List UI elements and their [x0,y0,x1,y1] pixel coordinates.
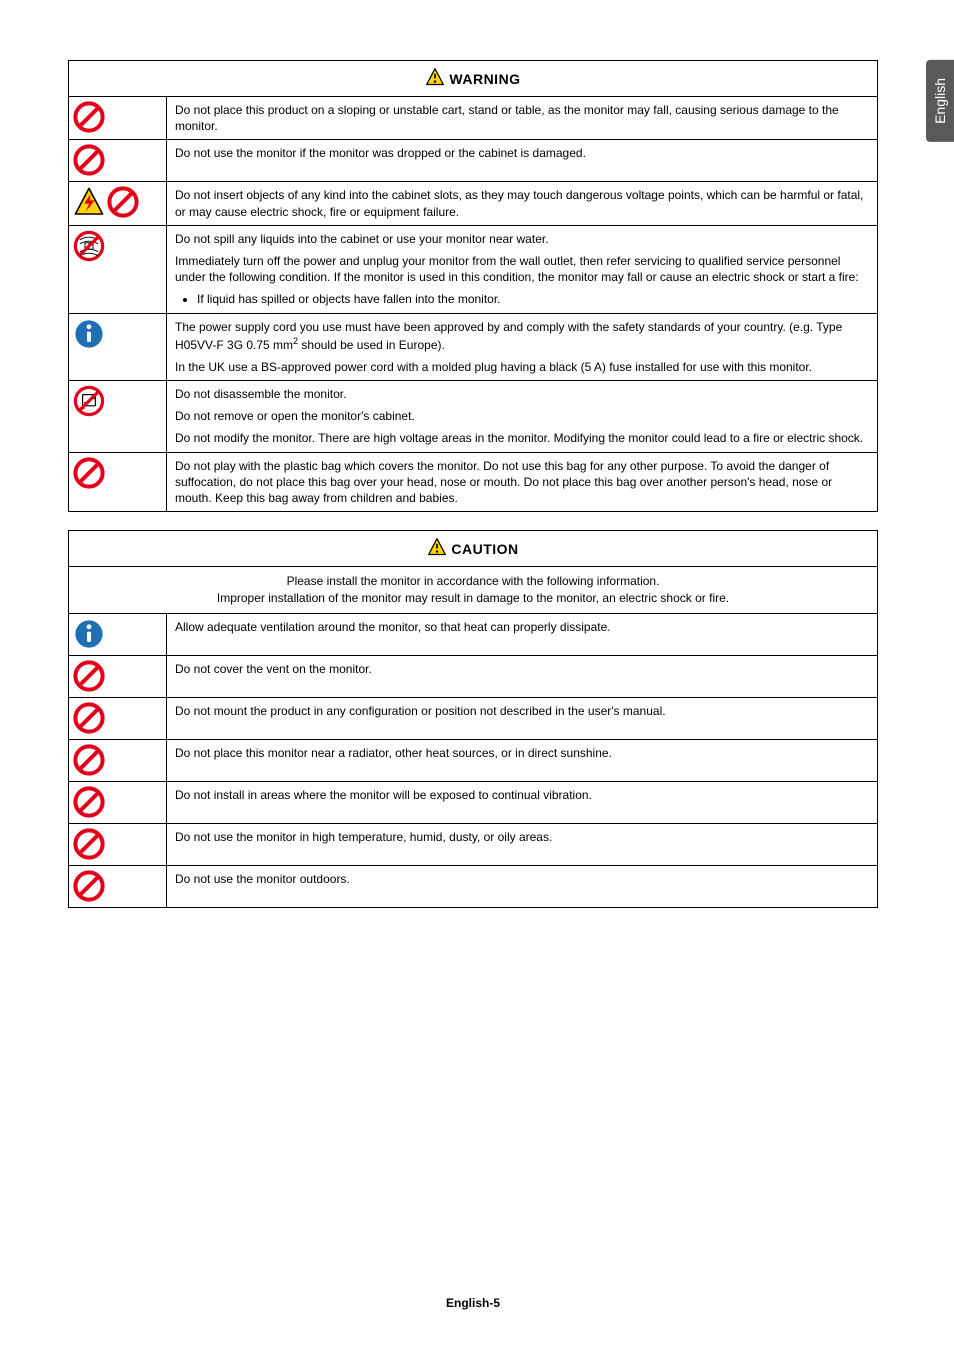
notice-icon [73,618,105,653]
notice-icon [73,318,105,353]
warning-text: Do not install in areas where the monito… [175,787,869,803]
warning-text: Do not play with the plastic bag which c… [175,458,869,507]
prohibit-icon [73,870,105,905]
icon-cell [69,655,167,697]
prohibit-icon [73,101,105,136]
icon-cell [69,613,167,655]
warning-title: WARNING [449,71,520,87]
text-cell: The power supply cord you use must have … [167,313,878,381]
caution-body: Allow adequate ventilation around the mo… [69,613,878,907]
warning-text: In the UK use a BS-approved power cord w… [175,359,869,375]
bullet-item: If liquid has spilled or objects have fa… [197,291,869,307]
text-cell: Do not mount the product in any configur… [167,697,878,739]
caution-triangle-icon [427,537,447,560]
warning-text: Do not remove or open the monitor's cabi… [175,408,869,424]
table-row: Do not insert objects of any kind into t… [69,182,878,225]
prohibit-icon [73,828,105,863]
warning-text: Do not use the monitor outdoors. [175,871,869,887]
caution-title: CAUTION [451,541,518,557]
icon-cell [69,781,167,823]
warning-triangle-icon [425,67,445,90]
icon-cell [69,865,167,907]
text-cell: Do not use the monitor in high temperatu… [167,823,878,865]
icon-cell [69,182,167,225]
icon-cell [69,697,167,739]
warning-text: Do not spill any liquids into the cabine… [175,231,869,247]
warning-text: Do not mount the product in any configur… [175,703,869,719]
caution-subhead: Please install the monitor in accordance… [69,567,878,614]
prohibit-icon [73,144,105,179]
table-row: Do not install in areas where the monito… [69,781,878,823]
table-row: Do not mount the product in any configur… [69,697,878,739]
table-row: Do not disassemble the monitor. Do not re… [69,381,878,453]
page-footer: English-5 [68,1296,878,1310]
prohibit-icon [73,702,105,737]
table-row: Do not use the monitor in high temperatu… [69,823,878,865]
nodisassemble-icon [73,385,105,420]
text-cell: Do not insert objects of any kind into t… [167,182,878,225]
text-cell: Allow adequate ventilation around the mo… [167,613,878,655]
icon-cell [69,452,167,512]
prohibit-icon [73,457,105,492]
table-row: Do not play with the plastic bag which c… [69,452,878,512]
warning-text: Do not place this monitor near a radiato… [175,745,869,761]
nowet-icon [73,230,105,265]
warning-header: WARNING [69,61,878,97]
warning-text: Allow adequate ventilation around the mo… [175,619,869,635]
prohibit-icon [73,744,105,779]
table-row: Do not use the monitor if the monitor wa… [69,140,878,182]
text-cell: Do not cover the vent on the monitor. [167,655,878,697]
warning-body: Do not place this product on a sloping o… [69,97,878,512]
prohibit-icon [73,660,105,695]
warning-text: Do not disassemble the monitor. [175,386,869,402]
table-row: Allow adequate ventilation around the mo… [69,613,878,655]
warning-text: The power supply cord you use must have … [175,319,869,353]
warning-text: Do not cover the vent on the monitor. [175,661,869,677]
icon-cell [69,140,167,182]
prohibit-icon [73,786,105,821]
warning-text: Do not modify the monitor. There are hig… [175,430,869,446]
icon-cell [69,823,167,865]
text-cell: Do not place this monitor near a radiato… [167,739,878,781]
language-tab: English [926,60,954,142]
text-cell: Do not use the monitor outdoors. [167,865,878,907]
warning-table: WARNING Do not place this product on a s… [68,60,878,512]
icon-cell [69,225,167,313]
text-cell: Do not use the monitor if the monitor wa… [167,140,878,182]
text-cell: Do not place this product on a sloping o… [167,97,878,140]
table-row: The power supply cord you use must have … [69,313,878,381]
table-row: Do not place this monitor near a radiato… [69,739,878,781]
text-cell: Do not install in areas where the monito… [167,781,878,823]
table-row: Do not use the monitor outdoors. [69,865,878,907]
icon-cell [69,97,167,140]
warning-text: Immediately turn off the power and unplu… [175,253,869,285]
text-cell: Do not disassemble the monitor. Do not re… [167,381,878,453]
warning-text: Do not use the monitor if the monitor wa… [175,145,869,161]
prohibit-icon [107,186,139,221]
shock-icon [73,186,105,221]
caution-header: CAUTION [69,531,878,567]
warning-text: Do not insert objects of any kind into t… [175,187,869,219]
table-row: Do not spill any liquids into the cabine… [69,225,878,313]
warning-text: Do not place this product on a sloping o… [175,102,869,134]
icon-cell [69,381,167,453]
text-cell: Do not spill any liquids into the cabine… [167,225,878,313]
table-row: Do not cover the vent on the monitor. [69,655,878,697]
warning-text: Do not use the monitor in high temperatu… [175,829,869,845]
bullet-list: If liquid has spilled or objects have fa… [175,291,869,307]
table-row: Do not place this product on a sloping o… [69,97,878,140]
text-cell: Do not play with the plastic bag which c… [167,452,878,512]
icon-cell [69,739,167,781]
caution-table: CAUTION Please install the monitor in ac… [68,530,878,908]
icon-cell [69,313,167,381]
